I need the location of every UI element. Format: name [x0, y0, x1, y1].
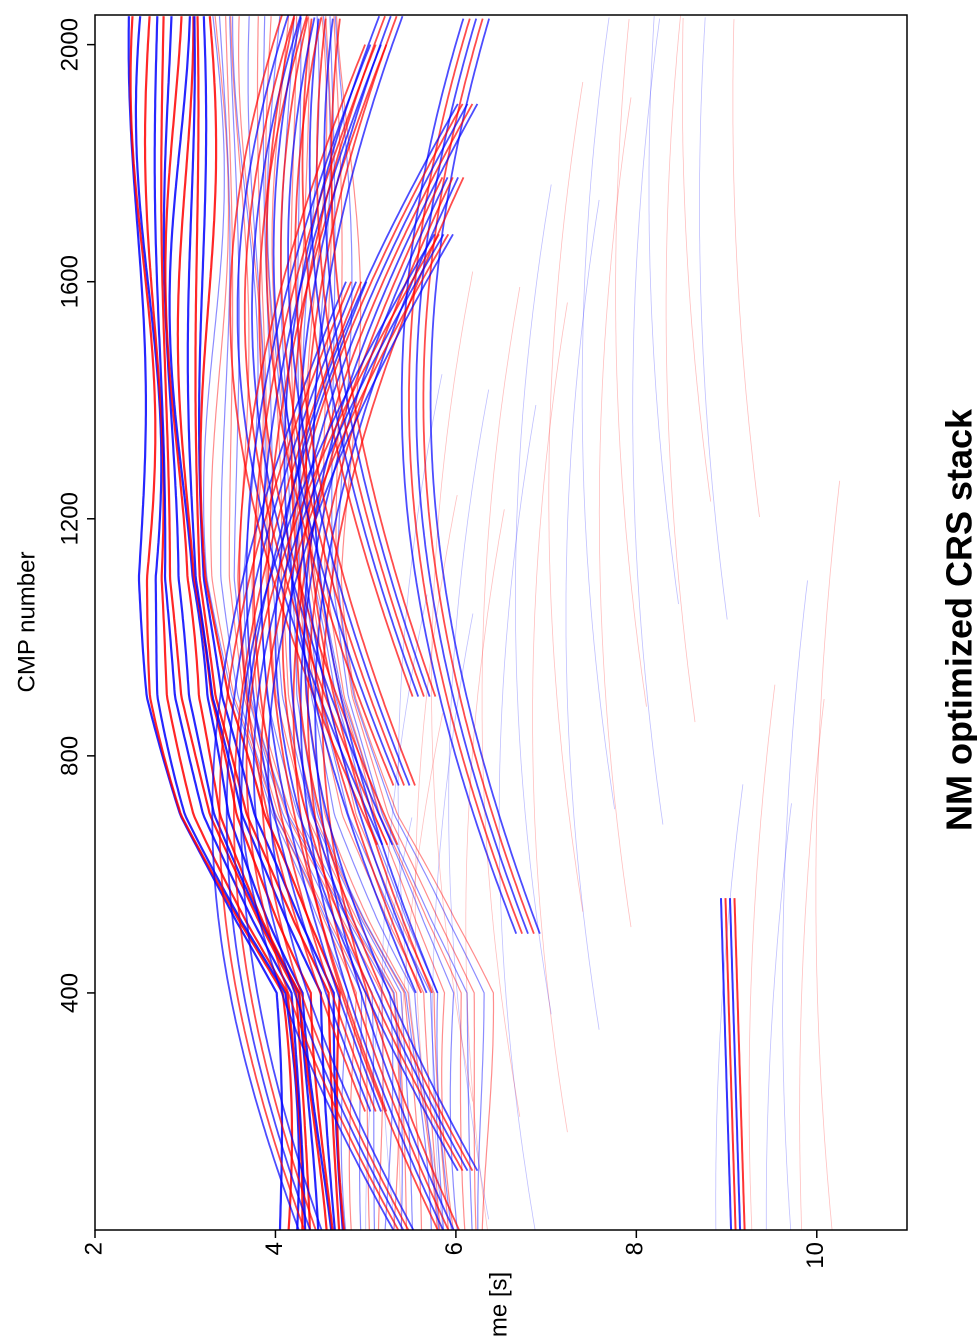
seismic-event: [682, 18, 710, 502]
seismic-event: [499, 405, 536, 1230]
x-tick-label: 4: [261, 1242, 288, 1255]
seismic-event: [482, 287, 520, 1117]
figure: NM optimized CRS stack CMP number Time […: [0, 0, 977, 1336]
seismic-event: [599, 97, 631, 927]
seismic-event: [582, 17, 614, 809]
y-tick-label: 400: [56, 973, 83, 1013]
seismic-event: [666, 16, 695, 723]
y-tick-label: 1600: [56, 255, 83, 308]
seismic-event: [816, 481, 840, 1230]
x-tick-label: 6: [441, 1242, 468, 1255]
y-tick-label: 2000: [56, 18, 83, 71]
seismic-event: [515, 185, 551, 1015]
seismic-event: [766, 803, 791, 1230]
x-tick-label: 8: [622, 1242, 649, 1255]
seismic-event: [549, 82, 583, 912]
plot-frame: [95, 15, 907, 1230]
seismic-image: [129, 15, 840, 1230]
y-tick-label: 1200: [56, 492, 83, 545]
seismic-event: [616, 19, 647, 707]
x-tick-label: 10: [802, 1242, 829, 1269]
y-tick-label: 800: [56, 736, 83, 776]
seismic-event: [649, 16, 679, 604]
seismic-event: [566, 200, 599, 1030]
seismic-event: [800, 699, 825, 1230]
x-tick-label: 2: [80, 1242, 107, 1255]
seismic-event: [700, 17, 728, 619]
seismic-event: [733, 19, 760, 517]
seismic-event: [749, 685, 775, 1230]
seismic-event: [783, 580, 808, 1230]
x-axis-label: Time [s]: [485, 1272, 512, 1336]
chart-title: NM optimized CRS stack: [939, 408, 977, 831]
y-axis-label: CMP number: [13, 552, 40, 693]
